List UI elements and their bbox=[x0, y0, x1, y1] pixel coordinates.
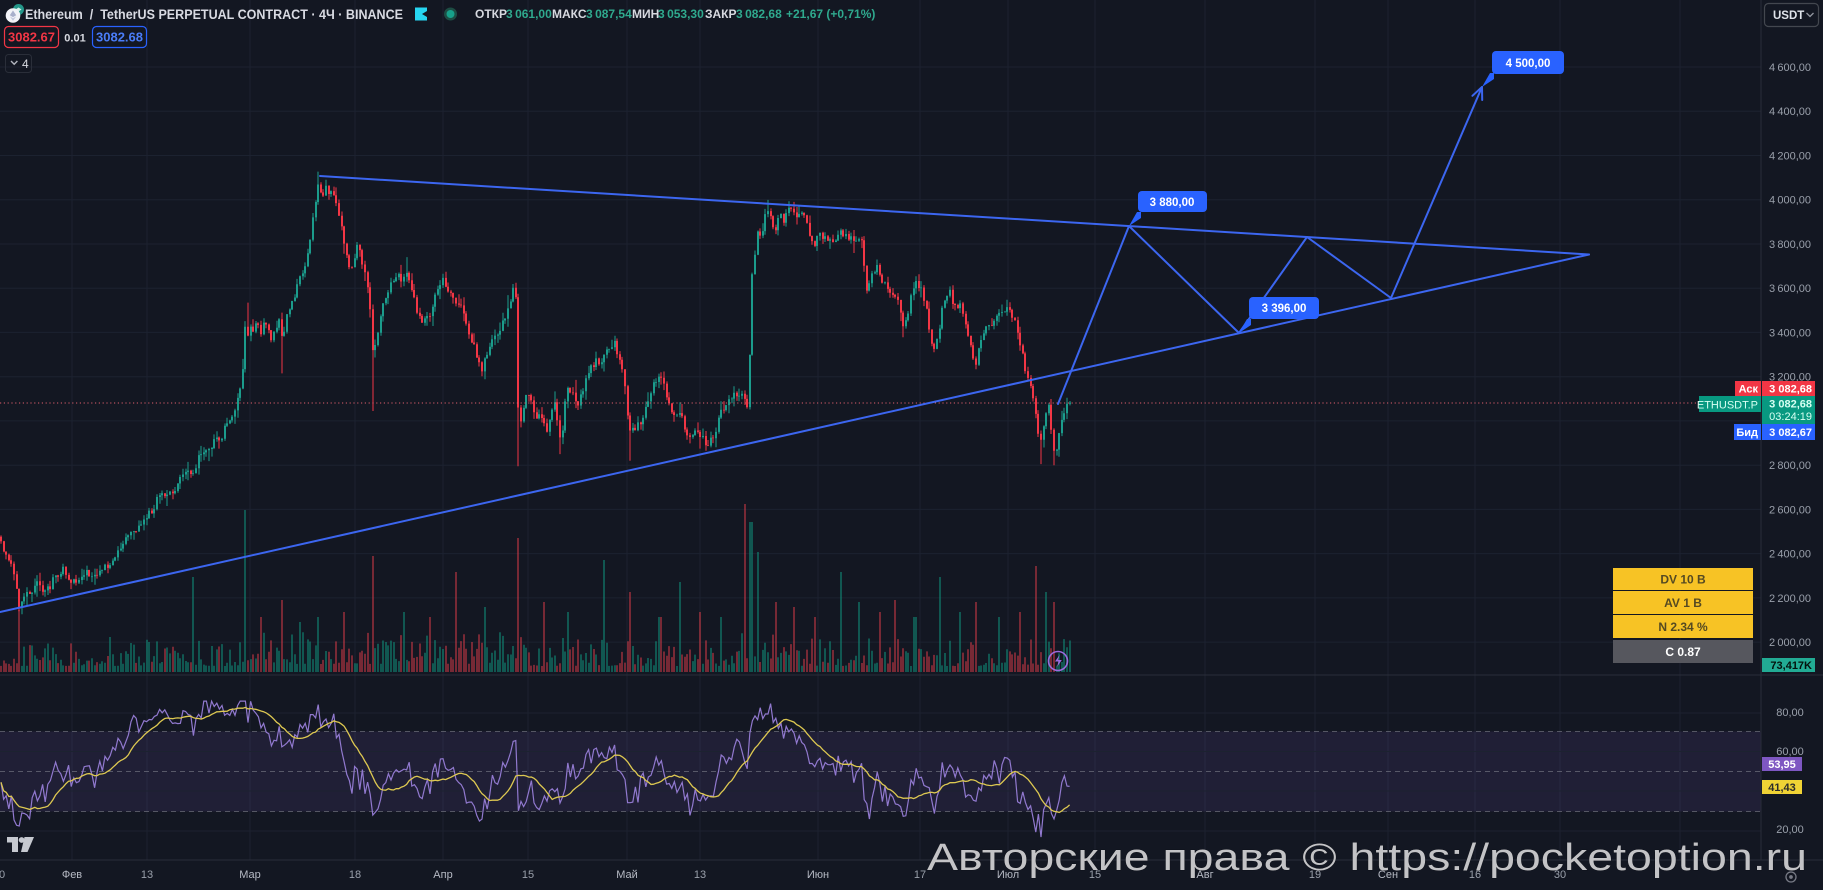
svg-text:Фев: Фев bbox=[62, 869, 82, 881]
svg-text:2 400,00: 2 400,00 bbox=[1769, 549, 1811, 561]
svg-text:AV 1 B: AV 1 B bbox=[1664, 596, 1702, 610]
svg-text:13: 13 bbox=[694, 869, 706, 881]
svg-text:Июл: Июл bbox=[997, 869, 1019, 881]
svg-text:17: 17 bbox=[914, 869, 926, 881]
svg-text:N 2.34 %: N 2.34 % bbox=[1658, 620, 1708, 634]
svg-text:16: 16 bbox=[1469, 869, 1481, 881]
svg-text:2 600,00: 2 600,00 bbox=[1769, 504, 1811, 516]
svg-text:20,00: 20,00 bbox=[1776, 824, 1804, 836]
svg-text:Авг: Авг bbox=[1196, 869, 1213, 881]
svg-text:3 400,00: 3 400,00 bbox=[1769, 327, 1811, 339]
svg-text:0: 0 bbox=[0, 869, 5, 881]
svg-text:2 800,00: 2 800,00 bbox=[1769, 460, 1811, 472]
svg-text:03:24:19: 03:24:19 bbox=[1769, 411, 1812, 423]
svg-text:ОТКР: ОТКР bbox=[475, 7, 507, 21]
svg-text:73,417K: 73,417K bbox=[1770, 660, 1812, 672]
svg-text:4 600,00: 4 600,00 bbox=[1769, 62, 1811, 74]
svg-text:Бид: Бид bbox=[1736, 427, 1758, 439]
svg-text:80,00: 80,00 bbox=[1776, 707, 1804, 719]
svg-text:53,95: 53,95 bbox=[1768, 759, 1796, 771]
svg-text:МАКС: МАКС bbox=[552, 7, 587, 21]
svg-text:2 000,00: 2 000,00 bbox=[1769, 637, 1811, 649]
svg-text:ETHUSDT.P: ETHUSDT.P bbox=[1697, 400, 1758, 412]
svg-text:0.01: 0.01 bbox=[64, 33, 85, 45]
svg-text:3082.68: 3082.68 bbox=[96, 30, 143, 45]
svg-text:Авторские права © https://pock: Авторские права © https://pocketoption.r… bbox=[927, 837, 1807, 879]
svg-text:DV 10 B: DV 10 B bbox=[1660, 573, 1706, 587]
svg-text:3 880,00: 3 880,00 bbox=[1150, 197, 1195, 209]
svg-text:Мар: Мар bbox=[239, 869, 261, 881]
svg-text:3 061,00: 3 061,00 bbox=[506, 7, 552, 21]
svg-text:USDT: USDT bbox=[1773, 10, 1804, 22]
svg-text:+21,67 (+0,71%): +21,67 (+0,71%) bbox=[786, 7, 875, 21]
svg-text:30: 30 bbox=[1554, 869, 1566, 881]
svg-text:4 500,00: 4 500,00 bbox=[1506, 58, 1551, 70]
svg-text:ЗАКР: ЗАКР bbox=[705, 7, 737, 21]
svg-text:18: 18 bbox=[349, 869, 361, 881]
svg-text:3 800,00: 3 800,00 bbox=[1769, 239, 1811, 251]
svg-text:4 200,00: 4 200,00 bbox=[1769, 151, 1811, 163]
svg-text:3 082,68: 3 082,68 bbox=[1769, 384, 1812, 396]
svg-text:15: 15 bbox=[522, 869, 534, 881]
svg-text:3 082,67: 3 082,67 bbox=[1769, 427, 1812, 439]
svg-text:МИН: МИН bbox=[632, 7, 659, 21]
svg-text:4: 4 bbox=[22, 57, 29, 71]
svg-text:15: 15 bbox=[1089, 869, 1101, 881]
svg-text:60,00: 60,00 bbox=[1776, 746, 1804, 758]
svg-text:3 053,30: 3 053,30 bbox=[658, 7, 704, 21]
svg-text:Май: Май bbox=[616, 869, 638, 881]
svg-text:C 0.87: C 0.87 bbox=[1665, 645, 1701, 659]
svg-text:3 082,68: 3 082,68 bbox=[736, 7, 782, 21]
svg-text:3 082,68: 3 082,68 bbox=[1769, 399, 1812, 411]
svg-text:3 396,00: 3 396,00 bbox=[1262, 303, 1307, 315]
svg-text:19: 19 bbox=[1309, 869, 1321, 881]
svg-text:Сен: Сен bbox=[1378, 869, 1398, 881]
svg-text:3 087,54: 3 087,54 bbox=[586, 7, 632, 21]
svg-text:Аск: Аск bbox=[1739, 384, 1759, 396]
svg-text:13: 13 bbox=[141, 869, 153, 881]
svg-text:Апр: Апр bbox=[433, 869, 452, 881]
svg-text:41,43: 41,43 bbox=[1768, 782, 1796, 794]
svg-text:2 200,00: 2 200,00 bbox=[1769, 593, 1811, 605]
svg-text:3082.67: 3082.67 bbox=[8, 30, 55, 45]
svg-text:4 000,00: 4 000,00 bbox=[1769, 195, 1811, 207]
svg-text:Ethereum / TetherUS PERPETUA: Ethereum / TetherUS PERPETUAL CONTRACT ·… bbox=[25, 7, 403, 22]
svg-text:3 600,00: 3 600,00 bbox=[1769, 283, 1811, 295]
svg-text:Июн: Июн bbox=[807, 869, 829, 881]
svg-text:3 200,00: 3 200,00 bbox=[1769, 372, 1811, 384]
svg-text:4 400,00: 4 400,00 bbox=[1769, 106, 1811, 118]
